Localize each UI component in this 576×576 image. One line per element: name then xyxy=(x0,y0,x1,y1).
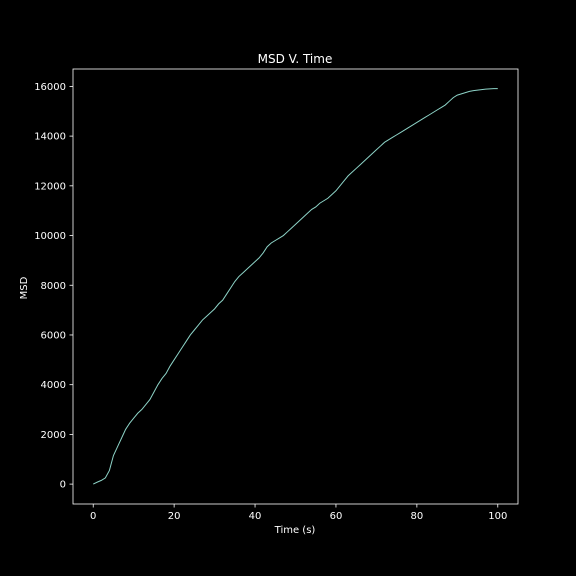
x-tick-label: 80 xyxy=(410,511,423,522)
y-tick-label: 12000 xyxy=(34,181,66,192)
msd-series-line xyxy=(93,88,498,485)
y-tick-label: 8000 xyxy=(41,281,66,292)
y-tick-label: 10000 xyxy=(34,231,66,242)
y-axis-label: MSD xyxy=(19,276,30,299)
y-tick-label: 4000 xyxy=(41,380,66,391)
x-tick-label: 0 xyxy=(90,511,96,522)
x-axis-label: Time (s) xyxy=(274,525,316,536)
x-tick-label: 20 xyxy=(168,511,181,522)
x-axis: 0 20 40 60 80 100 xyxy=(90,504,507,522)
x-tick-label: 100 xyxy=(488,511,507,522)
y-tick-label: 2000 xyxy=(41,430,66,441)
plot-area xyxy=(72,68,519,505)
y-axis: 0 2000 4000 6000 8000 10000 12000 14000 16000 xyxy=(34,82,73,491)
chart-title: MSD V. Time xyxy=(258,52,333,66)
y-tick-label: 6000 xyxy=(41,330,66,341)
x-tick-label: 40 xyxy=(249,511,262,522)
plot-frame xyxy=(72,68,519,505)
x-tick-label: 60 xyxy=(330,511,343,522)
y-tick-label: 14000 xyxy=(34,132,66,143)
y-tick-label: 0 xyxy=(60,480,66,491)
y-tick-label: 16000 xyxy=(34,82,66,93)
